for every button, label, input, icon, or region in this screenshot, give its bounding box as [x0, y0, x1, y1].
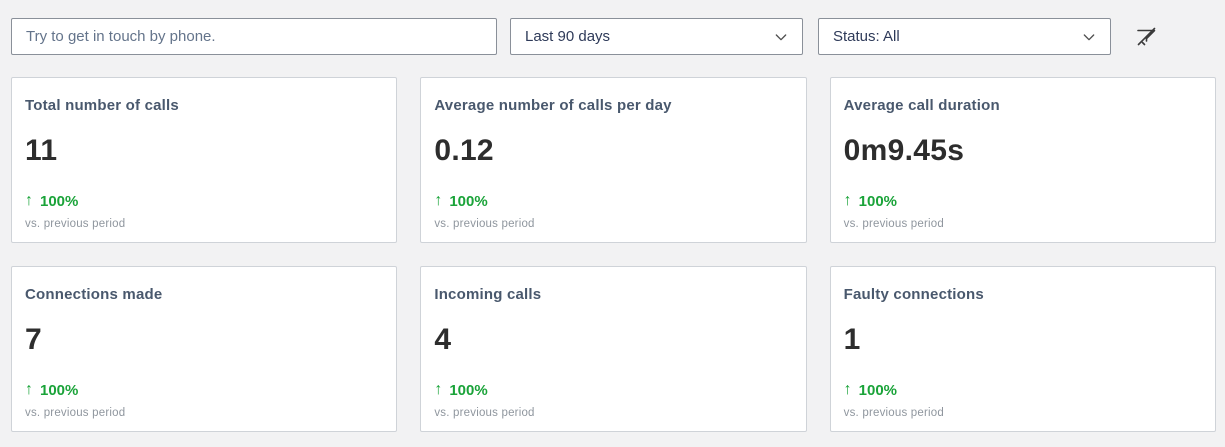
card-title: Incoming calls: [434, 286, 542, 303]
stat-card-connections-made: Connections made 7 ↑ 100% vs. previous p…: [11, 266, 398, 432]
card-value: 11: [25, 134, 58, 167]
status-select[interactable]: Status: All: [818, 18, 1111, 55]
chevron-down-icon: [775, 33, 787, 40]
trend-up-arrow-icon: ↑: [434, 381, 443, 398]
card-value: 0m9.45s: [843, 134, 965, 167]
card-note: vs. previous period: [25, 218, 126, 230]
stat-card-faulty-connections: Faulty connections 1 ↑ 100% vs. previous…: [829, 266, 1216, 432]
card-value: 7: [25, 323, 42, 356]
trend-percent: 100%: [858, 192, 898, 210]
trend-percent: 100%: [40, 381, 79, 399]
card-title: Average number of calls per day: [434, 97, 672, 114]
card-note: vs. previous period: [843, 407, 944, 419]
card-title: Total number of calls: [25, 97, 179, 114]
status-select-value: Status: All: [833, 28, 900, 45]
card-trend: ↑ 100%: [25, 381, 380, 399]
card-trend: ↑ 100%: [434, 192, 789, 210]
card-note: vs. previous period: [434, 218, 535, 230]
filter-off-icon: [1137, 27, 1156, 45]
card-title: Connections made: [25, 286, 163, 303]
trend-percent: 100%: [449, 381, 488, 399]
trend-percent: 100%: [858, 381, 898, 399]
card-value: 1: [843, 323, 861, 356]
stat-card-avg-call-duration: Average call duration 0m9.45s ↑ 100% vs.…: [829, 77, 1216, 243]
stat-card-incoming-calls: Incoming calls 4 ↑ 100% vs. previous per…: [420, 266, 807, 432]
card-trend: ↑ 100%: [844, 381, 1199, 399]
period-select-value: Last 90 days: [525, 28, 611, 45]
trend-up-arrow-icon: ↑: [843, 192, 852, 209]
stat-cards-grid: Total number of calls 11 ↑ 100% vs. prev…: [11, 77, 1216, 432]
trend-percent: 100%: [449, 192, 488, 210]
search-input[interactable]: [11, 18, 497, 55]
trend-up-arrow-icon: ↑: [25, 192, 33, 209]
trend-up-arrow-icon: ↑: [843, 381, 852, 398]
card-note: vs. previous period: [25, 407, 126, 419]
stat-card-avg-calls-per-day: Average number of calls per day 0.12 ↑ 1…: [420, 77, 807, 243]
clear-filters-button[interactable]: [1131, 22, 1161, 52]
card-title: Faulty connections: [843, 286, 984, 303]
card-trend: ↑ 100%: [844, 192, 1199, 210]
card-note: vs. previous period: [434, 407, 535, 419]
card-trend: ↑ 100%: [434, 381, 789, 399]
period-select[interactable]: Last 90 days: [510, 18, 803, 55]
card-note: vs. previous period: [843, 218, 944, 230]
card-trend: ↑ 100%: [25, 192, 380, 210]
card-title: Average call duration: [843, 97, 1000, 114]
card-value: 4: [434, 323, 452, 356]
trend-percent: 100%: [40, 192, 79, 210]
filters-toolbar: Last 90 days Status: All: [11, 18, 1216, 55]
trend-up-arrow-icon: ↑: [25, 381, 33, 398]
card-value: 0.12: [434, 134, 494, 167]
trend-up-arrow-icon: ↑: [434, 192, 443, 209]
stat-card-total-calls: Total number of calls 11 ↑ 100% vs. prev…: [11, 77, 398, 243]
chevron-down-icon: [1083, 33, 1095, 40]
